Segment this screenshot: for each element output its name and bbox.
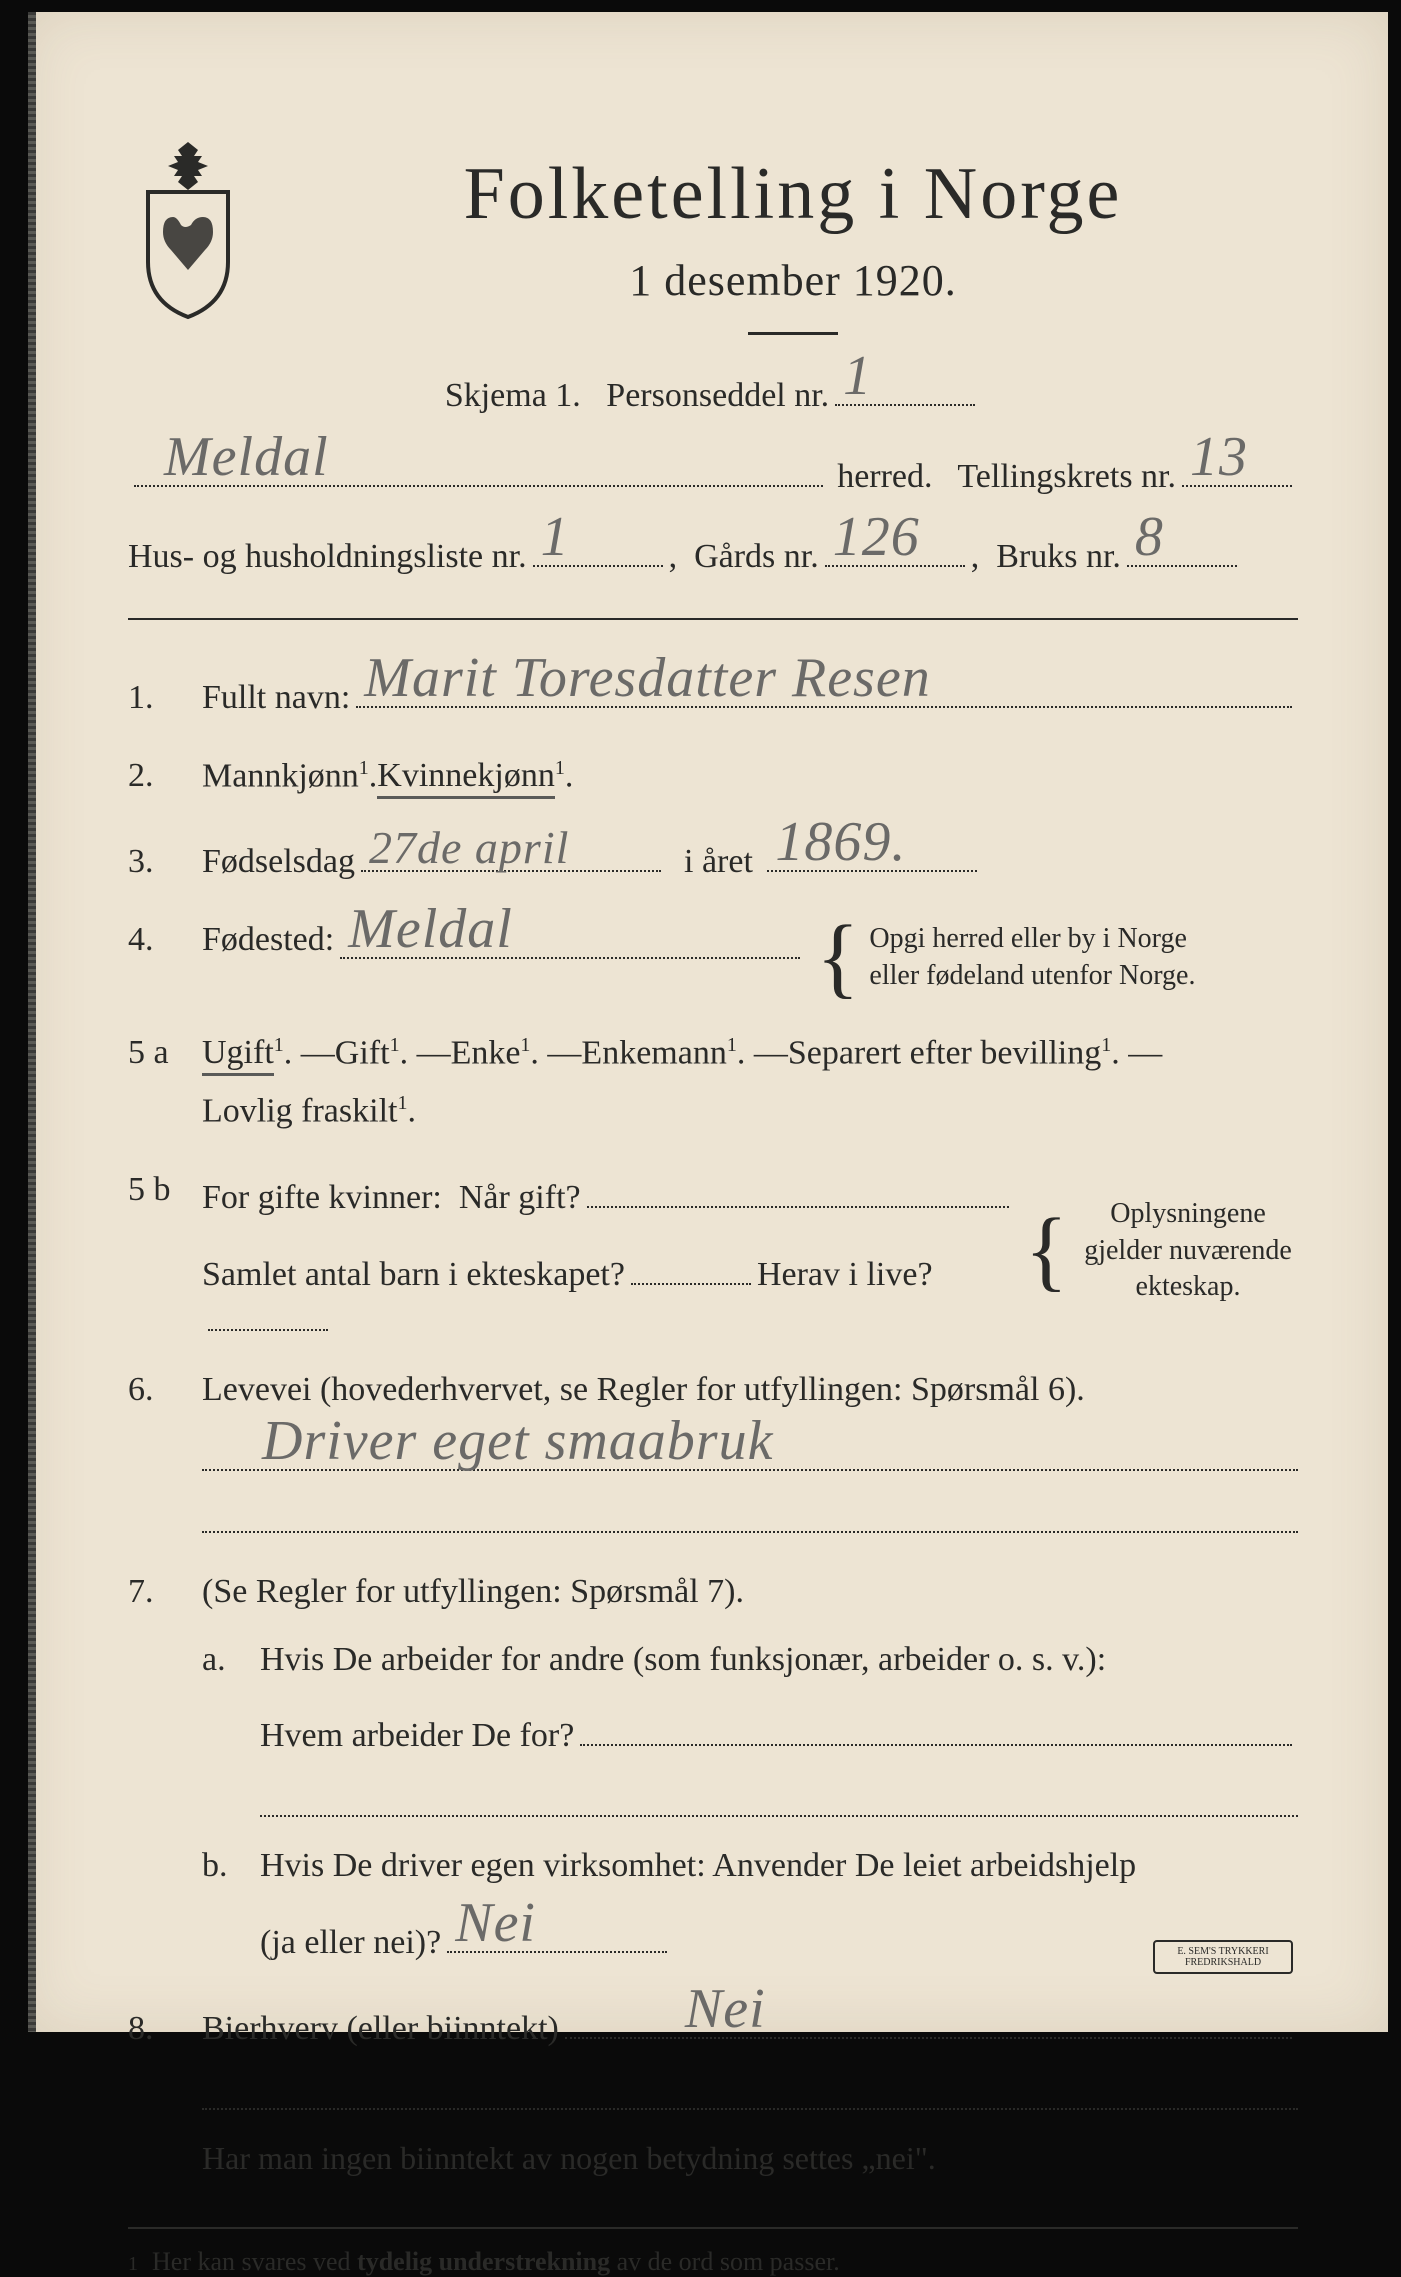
header: Folketelling i Norge 1 desember 1920. <box>128 132 1298 335</box>
bruks-nr: 8 <box>1135 505 1164 569</box>
q2-mann: Mannkjønn1. <box>202 757 377 795</box>
q7b-value: Nei <box>455 1891 536 1955</box>
q5b-note: Oplysningene gjelder nuværende ekteskap. <box>1078 1196 1298 1305</box>
q5a-lovlig: Lovlig fraskilt1. <box>202 1092 416 1130</box>
q5b-label2: Samlet antal barn i ekteskapet? <box>202 1256 625 1294</box>
q2-kvinne: Kvinnekjønn1. <box>377 757 573 795</box>
gards-nr: 126 <box>833 505 920 569</box>
foot-instruction: Har man ingen biinntekt av nogen betydni… <box>202 2140 1298 2177</box>
q7b-letter: b. <box>202 1847 242 1885</box>
q5a-num: 5 a <box>128 1034 184 1072</box>
q4-label: Fødested: <box>202 921 334 959</box>
q5a-gift: Gift1. — <box>335 1034 451 1072</box>
q4: 4. Fødested: Meldal { Opgi herred eller … <box>128 921 1298 994</box>
q3: 3. Fødselsdag 27de april i året 1869. <box>128 835 1298 881</box>
skjema-row: Skjema 1. Personseddel nr. 1 <box>128 369 1298 415</box>
q3-year: 1869. <box>775 810 906 874</box>
q1: 1. Fullt navn: Marit Toresdatter Resen <box>128 670 1298 716</box>
husliste-label: Hus- og husholdningsliste nr. <box>128 538 527 576</box>
title-rule <box>748 332 838 335</box>
q7b-label1: Hvis De driver egen virksomhet: Anvender… <box>260 1847 1136 1885</box>
q8-value: Nei <box>685 1977 766 2041</box>
q5b-num: 5 b <box>128 1171 184 1209</box>
herred-row: Meldal herred. Tellingskrets nr. 13 <box>128 449 1298 495</box>
brace-icon: { <box>816 935 859 980</box>
q1-num: 1. <box>128 679 184 717</box>
q5a: 5 a Ugift1. — Gift1. — Enke1. — Enkemann… <box>128 1034 1298 1131</box>
q5a-enkemann: Enkemann1. — <box>581 1034 787 1072</box>
title-sub: 1 desember 1920. <box>288 255 1298 306</box>
bruks-label: , Bruks nr. <box>971 538 1121 576</box>
q7a-label2: Hvem arbeider De for? <box>260 1717 574 1755</box>
document-page: Folketelling i Norge 1 desember 1920. Sk… <box>28 12 1388 2032</box>
personseddel-nr: 1 <box>843 344 872 408</box>
q8-num: 8. <box>128 2010 184 2048</box>
q1-label: Fullt navn: <box>202 679 350 717</box>
q7b-label2: (ja eller nei)? <box>260 1924 441 1962</box>
brace-icon-2: { <box>1025 1228 1068 1273</box>
q6-label: Levevei (hovederhvervet, se Regler for u… <box>202 1371 1298 1409</box>
q8: 8. Bierhverv (eller biinntekt) Nei <box>128 2002 1298 2048</box>
q7-label: (Se Regler for utfyllingen: Spørsmål 7). <box>202 1573 1298 1611</box>
q5b: 5 b For gifte kvinner: Når gift? Samlet … <box>128 1171 1298 1331</box>
q4-num: 4. <box>128 921 184 959</box>
q8-label: Bierhverv (eller biinntekt) <box>202 2010 559 2048</box>
footnote-num: 1 <box>128 2253 138 2276</box>
footnote-rule <box>128 2227 1298 2229</box>
herred-value: Meldal <box>164 425 329 489</box>
title-block: Folketelling i Norge 1 desember 1920. <box>288 132 1298 335</box>
q7a-letter: a. <box>202 1641 242 1679</box>
footnote: 1 Her kan svares ved tydelig understrekn… <box>128 2247 1298 2277</box>
q7: 7. (Se Regler for utfyllingen: Spørsmål … <box>128 1573 1298 1962</box>
q3-label: Fødselsdag <box>202 843 355 881</box>
q2: 2. Mannkjønn1. Kvinnekjønn1. <box>128 757 1298 795</box>
q5a-ugift: Ugift1. — <box>202 1034 335 1072</box>
footnote-text: Her kan svares ved tydelig understreknin… <box>152 2247 840 2277</box>
q3-mid: i året <box>667 843 761 881</box>
q2-num: 2. <box>128 757 184 795</box>
q4-note: Opgi herred eller by i Norge eller fødel… <box>869 921 1195 994</box>
tellingskrets-nr: 13 <box>1190 425 1248 489</box>
binding-edge <box>28 12 36 2032</box>
q5a-separert: Separert efter bevilling1. — <box>788 1034 1162 1072</box>
q5b-label3: Herav i live? <box>757 1256 933 1294</box>
q3-day: 27de april <box>369 821 569 874</box>
q1-value: Marit Toresdatter Resen <box>364 646 930 710</box>
herred-label: herred. Tellingskrets nr. <box>829 458 1176 496</box>
skjema-label: Skjema 1. Personseddel nr. <box>445 377 829 415</box>
q5a-enke: Enke1. — <box>451 1034 582 1072</box>
q6-num: 6. <box>128 1371 184 1409</box>
q5b-label: For gifte kvinner: Når gift? <box>202 1179 581 1217</box>
q7-num: 7. <box>128 1573 184 1611</box>
q3-num: 3. <box>128 843 184 881</box>
questions-section: 1. Fullt navn: Marit Toresdatter Resen 2… <box>128 618 1298 2177</box>
husliste-nr: 1 <box>541 505 570 569</box>
q6-value: Driver eget smaabruk <box>262 1409 773 1473</box>
q7a-label1: Hvis De arbeider for andre (som funksjon… <box>260 1641 1106 1679</box>
printer-stamp: E. SEM'S TRYKKERI FREDRIKSHALD <box>1153 1940 1293 1974</box>
title-main: Folketelling i Norge <box>288 152 1298 237</box>
q4-value: Meldal <box>348 897 513 961</box>
gards-label: , Gårds nr. <box>669 538 819 576</box>
husliste-row: Hus- og husholdningsliste nr. 1 , Gårds … <box>128 530 1298 576</box>
coat-of-arms-icon <box>128 142 248 322</box>
q6: 6. Levevei (hovederhvervet, se Regler fo… <box>128 1371 1298 1533</box>
